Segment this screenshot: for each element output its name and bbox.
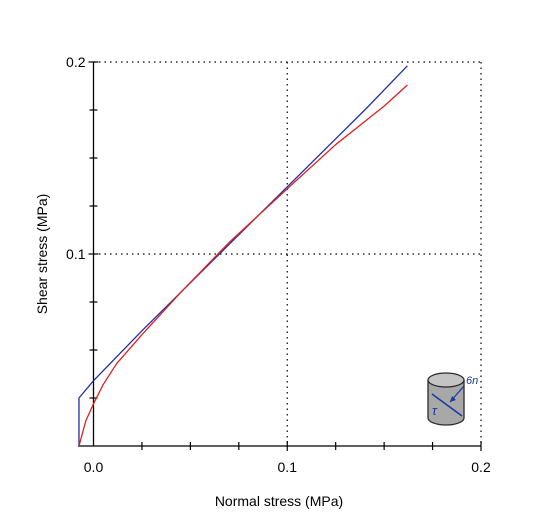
x-axis-title: Normal stress (MPa) <box>215 493 343 509</box>
ticks: 0.0 0.1 0.2 0.1 0.2 <box>66 54 491 475</box>
series-line-1 <box>78 65 408 446</box>
y-tick-label: 0.1 <box>66 246 86 262</box>
cylinder-body <box>427 380 465 426</box>
normal-stress-arrowhead <box>450 396 456 402</box>
grid <box>93 61 482 446</box>
y-axis-title: Shear stress (MPa) <box>34 194 50 315</box>
cylinder-shear-icon: 6n τ <box>427 372 478 426</box>
x-tick-label: 0.1 <box>278 459 298 475</box>
sigma-n-label: 6n <box>466 375 478 387</box>
series-line-2 <box>78 84 408 447</box>
series <box>78 65 408 447</box>
tau-label: τ <box>432 403 438 418</box>
cylinder-top <box>427 372 465 388</box>
x-tick-label: 0.0 <box>84 459 104 475</box>
x-tick-label: 0.2 <box>471 459 491 475</box>
shear-plane-line <box>431 393 463 417</box>
y-tick-label: 0.2 <box>66 54 86 70</box>
